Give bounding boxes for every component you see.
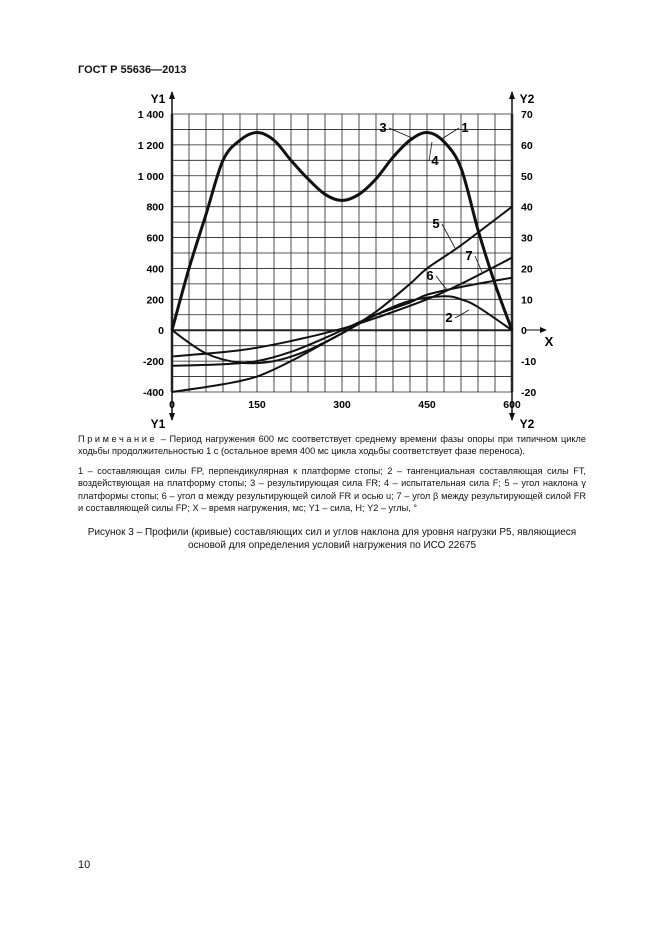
y1-tick-label: 600 <box>146 233 164 245</box>
annotation-label-6: 6 <box>426 268 433 283</box>
y1-tick-label: 800 <box>146 202 164 214</box>
y1-tick-label: 1 200 <box>138 140 164 152</box>
document-header: ГОСТ Р 55636—2013 <box>78 64 187 76</box>
annotation-label-7: 7 <box>465 248 472 263</box>
annotation-leader-4 <box>428 141 433 162</box>
note: Примечание – Период нагружения 600 мс со… <box>78 433 586 458</box>
annotation-label-1: 1 <box>461 120 468 135</box>
series-line-1 <box>170 131 514 331</box>
x-tick-label: 300 <box>333 399 351 411</box>
series-line-6 <box>171 276 513 367</box>
annotation-label-4: 4 <box>431 153 439 168</box>
annotation-leader-2 <box>454 309 470 319</box>
annotation-leader-1 <box>439 127 460 141</box>
y2-tick-label: 10 <box>521 294 533 306</box>
y2-tick-label: 50 <box>521 171 533 183</box>
x-tick-label: 150 <box>248 399 266 411</box>
y2-label-bottom: Y2 <box>520 417 535 431</box>
annotation-leader-6 <box>435 275 448 291</box>
y2-tick-label: 40 <box>521 202 533 214</box>
y1-arrow-head <box>169 91 175 99</box>
series-line-5 <box>171 205 513 393</box>
y1-tick-label: 400 <box>146 263 164 275</box>
x-tick-label: 600 <box>503 399 521 411</box>
y2-tick-label: -10 <box>521 356 536 368</box>
y2-tick-label: 20 <box>521 263 533 275</box>
note-label: Примечание <box>78 434 158 444</box>
annotation-leader-5 <box>441 223 456 249</box>
y2-tick-label: -20 <box>521 387 536 399</box>
x-arrow-head <box>540 327 547 333</box>
y2-tick-label: 0 <box>521 325 527 337</box>
y1-tick-label: -200 <box>143 356 164 368</box>
page-number: 10 <box>78 859 91 871</box>
y1-tick-label: 1 000 <box>138 171 164 183</box>
y1-label: Y1 <box>151 92 166 106</box>
x-tick-label: 0 <box>169 399 175 411</box>
y1-tick-label: 0 <box>158 325 164 337</box>
y2-label: Y2 <box>520 92 535 106</box>
figure-caption: Рисунок 3 – Профили (кривые) составляющи… <box>87 527 577 551</box>
y1-tick-label: 200 <box>146 294 164 306</box>
y1-tick-label: -400 <box>143 387 164 399</box>
figure-legend: 1 – составляющая силы FP, перпендикулярн… <box>78 466 586 514</box>
annotation-leader-7 <box>474 255 483 273</box>
x-label: X <box>545 334 554 349</box>
series-line-7 <box>171 256 513 358</box>
note-text: – Период нагружения 600 мс соответствует… <box>78 434 586 457</box>
y2-tick-label: 60 <box>521 140 533 152</box>
annotation-label-3: 3 <box>379 120 386 135</box>
annotation-label-2: 2 <box>445 310 452 325</box>
x-tick-label: 450 <box>418 399 436 411</box>
y1-bottom-head <box>169 413 175 421</box>
y2-arrow-head <box>509 91 515 99</box>
annotation-leader-3 <box>388 127 413 139</box>
y1-tick-label: 1 400 <box>138 109 164 121</box>
y2-tick-label: 70 <box>521 109 533 121</box>
y2-bottom-head <box>509 413 515 421</box>
annotation-label-5: 5 <box>432 216 439 231</box>
y1-label-bottom: Y1 <box>151 417 166 431</box>
y2-tick-label: 30 <box>521 233 533 245</box>
